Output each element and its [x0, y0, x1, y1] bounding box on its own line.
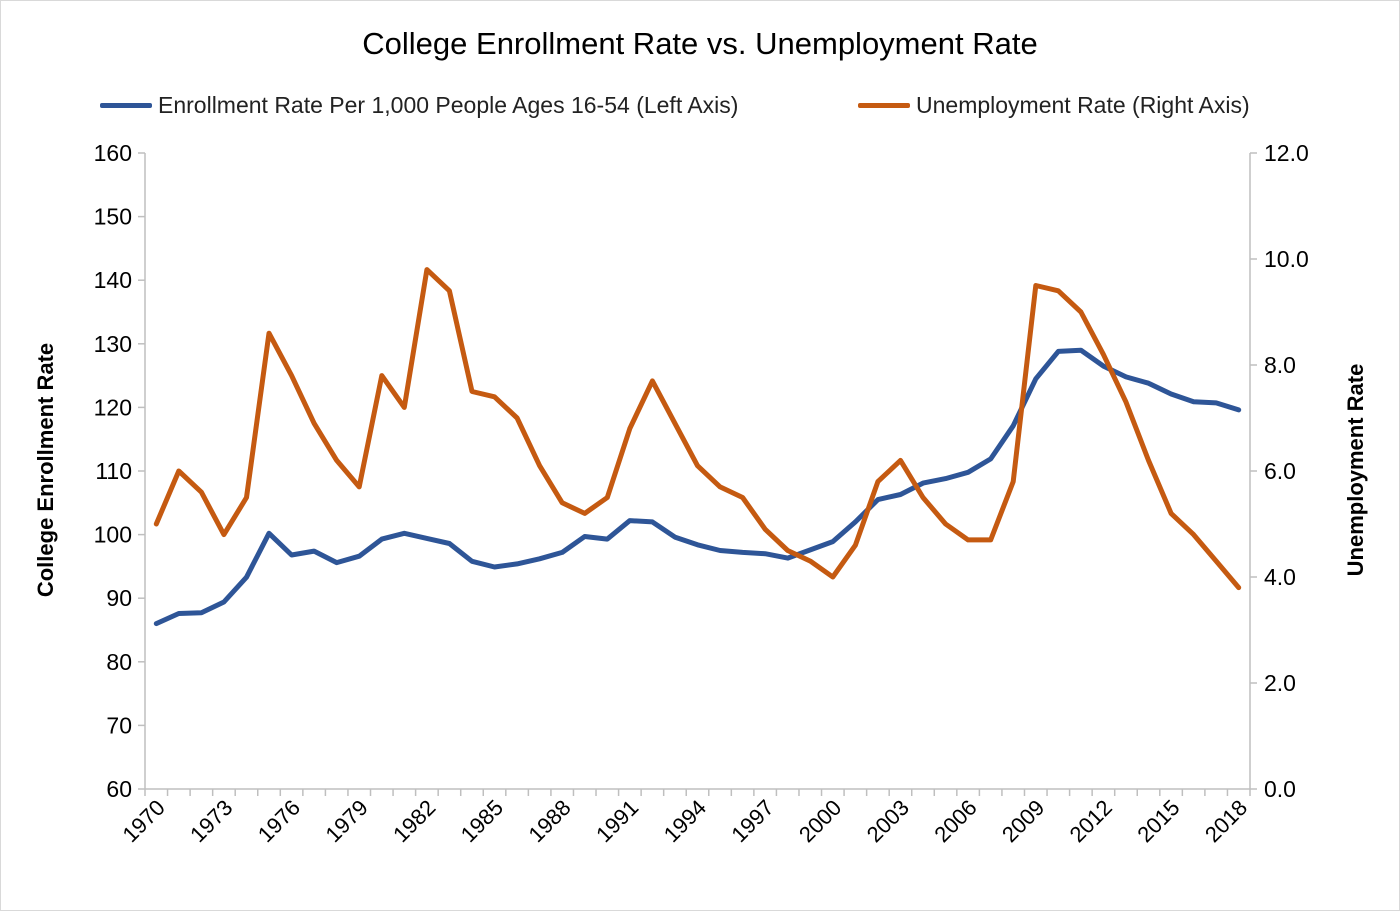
x-tick-label: 2015	[1132, 795, 1184, 847]
enrollment-rate-line	[153, 347, 1242, 627]
unemployment-rate-line	[153, 267, 1242, 591]
left-tick-label: 110	[95, 458, 132, 484]
right-tick-label: 2.0	[1264, 670, 1296, 696]
x-tick-label: 2006	[929, 795, 981, 847]
x-tick-label: 1982	[388, 795, 440, 847]
x-tick-label: 2018	[1200, 795, 1252, 847]
legend-swatch-unemployment	[858, 103, 910, 108]
left-tick-label: 100	[94, 522, 132, 548]
chart-title: College Enrollment Rate vs. Unemployment…	[362, 26, 1038, 61]
right-tick-label: 6.0	[1264, 458, 1296, 484]
legend: Enrollment Rate Per 1,000 People Ages 16…	[0, 92, 1400, 132]
x-tick-label: 2012	[1065, 795, 1117, 847]
right-tick-label: 4.0	[1264, 564, 1296, 590]
x-tick-label: 1973	[185, 795, 237, 847]
x-tick-label: 1994	[659, 795, 711, 847]
x-tick-label: 2000	[794, 795, 846, 847]
x-tick-label: 1976	[253, 795, 305, 847]
legend-label-enrollment: Enrollment Rate Per 1,000 People Ages 16…	[158, 92, 739, 118]
x-tick-label: 1997	[726, 795, 778, 847]
right-tick-label: 8.0	[1264, 352, 1296, 378]
left-tick-label: 160	[94, 140, 132, 166]
x-tick-label: 2009	[997, 795, 1049, 847]
left-tick-label: 90	[106, 585, 132, 611]
legend-label-unemployment: Unemployment Rate (Right Axis)	[916, 92, 1250, 118]
right-tick-label: 10.0	[1264, 246, 1309, 272]
left-tick-label: 60	[106, 776, 132, 802]
left-tick-label: 140	[94, 267, 132, 293]
x-tick-label: 1985	[456, 795, 508, 847]
x-tick-label: 1991	[591, 795, 643, 847]
x-tick-label: 1979	[320, 795, 372, 847]
right-tick-label: 0.0	[1264, 776, 1296, 802]
legend-item-enrollment[interactable]: Enrollment Rate Per 1,000 People Ages 16…	[100, 92, 738, 119]
legend-item-unemployment[interactable]: Unemployment Rate (Right Axis)	[858, 92, 1250, 119]
left-tick-label: 120	[94, 394, 132, 420]
left-tick-label: 150	[94, 204, 132, 230]
left-tick-label: 130	[94, 331, 132, 357]
legend-swatch-enrollment	[100, 103, 152, 108]
x-tick-label: 1970	[118, 795, 170, 847]
left-tick-label: 70	[106, 712, 132, 738]
x-tick-label: 1988	[523, 795, 575, 847]
right-tick-label: 12.0	[1264, 140, 1309, 166]
left-tick-label: 80	[106, 649, 132, 675]
x-tick-label: 2003	[862, 795, 914, 847]
